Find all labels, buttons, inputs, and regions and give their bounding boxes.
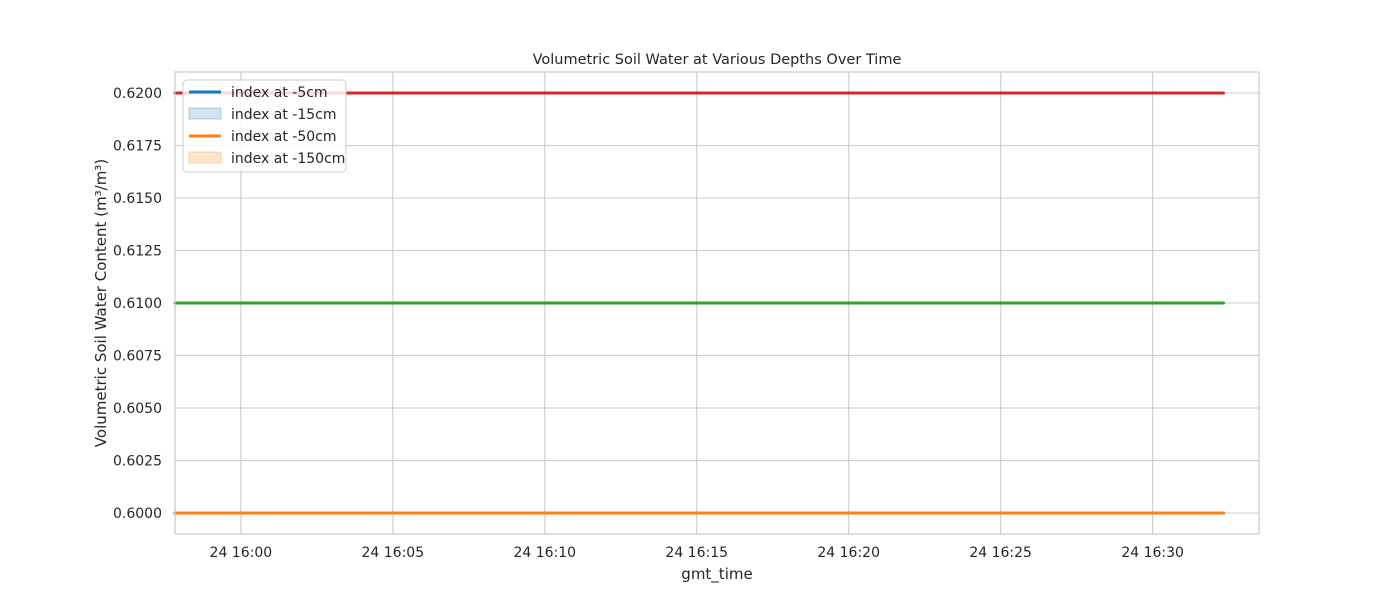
y-tick-label: 0.6000 [113,506,162,522]
legend-box [182,79,347,173]
chart-title: Volumetric Soil Water at Various Depths … [533,52,902,68]
y-tick-label: 0.6050 [113,401,162,417]
legend-label: index at -5cm [231,85,328,101]
legend: index at -5cm index at -15cm index at -50c… [182,79,347,173]
x-tick-label: 24 16:20 [817,545,880,561]
legend-label: index at -50cm [231,129,336,145]
series-layer [173,91,1225,515]
x-axis-label: gmt_time [681,565,752,584]
legend-swatch-patch [188,151,222,164]
x-tick-label: 24 16:15 [665,545,728,561]
plot-frame [174,71,1260,535]
y-tick-label: 0.6075 [113,349,162,365]
x-tick-label: 24 16:25 [969,545,1032,561]
y-tick-label: 0.6175 [113,139,162,155]
legend-label: index at -15cm [231,107,336,123]
y-axis-ticks: 0.6000 0.6025 0.6050 0.6075 0.6100 0.6125 0.61… [113,86,162,522]
x-tick-label: 24 16:30 [1121,545,1184,561]
x-tick-label: 24 16:10 [513,545,576,561]
legend-swatch-patch [188,107,222,120]
x-axis-ticks: 24 16:00 24 16:05 24 16:10 24 16:15 24 16:20… [210,545,1184,561]
y-tick-label: 0.6150 [113,191,162,207]
y-tick-label: 0.6100 [113,296,162,312]
x-tick-label: 24 16:05 [362,545,425,561]
legend-label: index at -150cm [231,151,345,167]
y-tick-label: 0.6125 [113,244,162,260]
y-axis-label: Volumetric Soil Water Content (m³/m³) [92,159,110,447]
x-tick-label: 24 16:00 [210,545,273,561]
y-tick-label: 0.6200 [113,86,162,102]
y-tick-label: 0.6025 [113,454,162,470]
